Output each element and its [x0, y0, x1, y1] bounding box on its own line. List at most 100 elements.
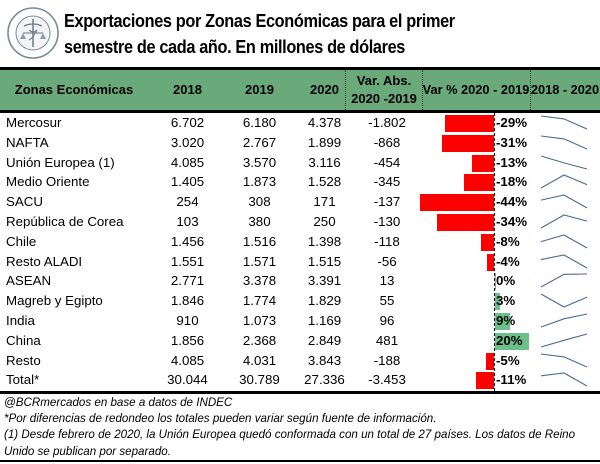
header-separator — [345, 70, 346, 110]
var-abs-value: 55 — [379, 293, 395, 309]
zone-label: SACU — [6, 194, 43, 210]
zero-axis-line — [494, 113, 495, 391]
var-pct-label: -29% — [496, 115, 528, 130]
var-pct-label: 9% — [496, 313, 516, 328]
var-pct-label: -31% — [496, 134, 528, 150]
var-abs-value: -130 — [373, 214, 401, 229]
value-2020: 2.849 — [307, 332, 342, 348]
value-2019: 1.873 — [242, 174, 277, 190]
value-2019: 2.767 — [242, 134, 277, 150]
value-2020: 3.391 — [307, 273, 342, 289]
zone-label: Resto — [6, 352, 41, 368]
negative-bar — [475, 372, 494, 390]
zone-label: República de Corea — [6, 214, 124, 229]
zone-label: China — [6, 332, 41, 348]
var-abs-value: -1.802 — [368, 115, 406, 130]
value-2018: 1.405 — [170, 174, 205, 190]
sparkline-path — [540, 254, 588, 269]
zone-label: Chile — [6, 233, 37, 249]
table-row: República de Corea 103 380 250 -130 -34% — [0, 212, 600, 232]
zone-label: Unión Europea (1) — [6, 154, 115, 170]
positive-bar — [495, 313, 511, 330]
top-rule — [0, 67, 600, 70]
title-line-2: semestre de cada año. En millones de dól… — [64, 36, 406, 57]
value-2019: 1.774 — [242, 293, 277, 309]
zone-label: Resto ALADI — [6, 253, 83, 269]
table-row: Unión Europea (1) 4.085 3.570 3.116 -454 -13% — [0, 153, 600, 173]
table-row: NAFTA 3.020 2.767 1.899 -868 -31% — [0, 133, 600, 153]
value-2018: 1.856 — [170, 332, 205, 348]
value-2019: 4.031 — [242, 352, 277, 368]
value-2020: 1.528 — [307, 174, 342, 190]
value-2019: 3.570 — [242, 154, 277, 170]
trend-sparkline — [540, 214, 588, 229]
value-2018: 103 — [176, 214, 199, 229]
value-2020: 1.398 — [307, 233, 342, 249]
value-2020: 4.378 — [307, 115, 342, 130]
trend-sparkline — [540, 293, 588, 308]
value-2019: 1.073 — [242, 313, 277, 328]
var-pct-label: -8% — [496, 233, 520, 249]
negative-bar — [445, 115, 494, 132]
trend-sparkline — [540, 234, 588, 249]
negative-bar — [436, 214, 494, 231]
sparkline-path — [540, 155, 588, 170]
col-header-zone: Zonas Económicas — [14, 82, 134, 97]
col-header-2019: 2019 — [245, 82, 274, 97]
table-row: Resto 4.085 4.031 3.843 -188 -5% — [0, 351, 600, 371]
table-row: Mercosur 6.702 6.180 4.378 -1.802 -29% — [0, 113, 600, 133]
table-row: China 1.856 2.368 2.849 481 20% — [0, 331, 600, 351]
var-abs-value: -3.453 — [368, 372, 406, 388]
negative-bar — [420, 194, 494, 212]
value-2019: 2.368 — [242, 332, 277, 348]
trend-sparkline — [540, 135, 588, 150]
var-pct-label: -34% — [496, 214, 528, 229]
value-2019: 30.789 — [239, 372, 280, 388]
trend-sparkline — [540, 333, 588, 348]
value-2020: 250 — [313, 214, 336, 229]
trend-sparkline — [540, 174, 588, 189]
value-2018: 2.771 — [170, 273, 205, 289]
value-2019: 308 — [248, 194, 271, 210]
sparkline-path — [540, 333, 588, 348]
var-pct-label: -18% — [496, 174, 528, 190]
title-line-1: Exportaciones por Zonas Económicas para … — [64, 10, 455, 31]
value-2018: 254 — [176, 194, 199, 210]
var-pct-label: 3% — [496, 293, 516, 309]
var-abs-value: -137 — [373, 194, 401, 210]
table-row: ASEAN 2.771 3.378 3.391 13 0% — [0, 271, 600, 291]
value-2020: 27.336 — [304, 372, 345, 388]
sparkline-path — [540, 214, 588, 229]
negative-bar — [472, 154, 494, 172]
value-2019: 380 — [248, 214, 271, 229]
value-2019: 6.180 — [242, 115, 277, 130]
col-header-var-abs-line2: 2020 -2019 — [351, 91, 417, 106]
value-2020: 1.829 — [307, 293, 342, 309]
zone-label: ASEAN — [6, 273, 52, 289]
negative-bar — [487, 253, 494, 271]
sparkline-path — [540, 353, 588, 368]
negative-bar — [441, 134, 494, 152]
zone-label: NAFTA — [6, 134, 49, 150]
trend-sparkline — [540, 254, 588, 269]
var-pct-label: 20% — [496, 332, 523, 348]
value-2019: 3.378 — [242, 273, 277, 289]
value-2020: 171 — [313, 194, 336, 210]
col-header-var-abs-line1: Var. Abs. — [356, 73, 412, 88]
value-2018: 4.085 — [170, 352, 205, 368]
trend-sparkline — [540, 372, 588, 387]
var-abs-value: -118 — [374, 233, 400, 249]
col-header-2018: 2018 — [173, 82, 202, 97]
var-abs-value: 13 — [379, 273, 395, 289]
trend-sparkline — [540, 155, 588, 170]
logo-seal-icon — [7, 7, 59, 59]
var-pct-label: -11% — [496, 372, 527, 388]
positive-bar — [495, 273, 496, 291]
sparkline-path — [540, 194, 588, 209]
end-rule — [0, 460, 600, 462]
col-header-trend: 2018 - 2020 — [530, 82, 600, 97]
positive-bar — [495, 332, 529, 350]
col-header-var-pct: Var % 2020 - 2019 — [422, 82, 530, 97]
sparkline-path — [540, 135, 588, 150]
negative-bar — [485, 352, 494, 370]
